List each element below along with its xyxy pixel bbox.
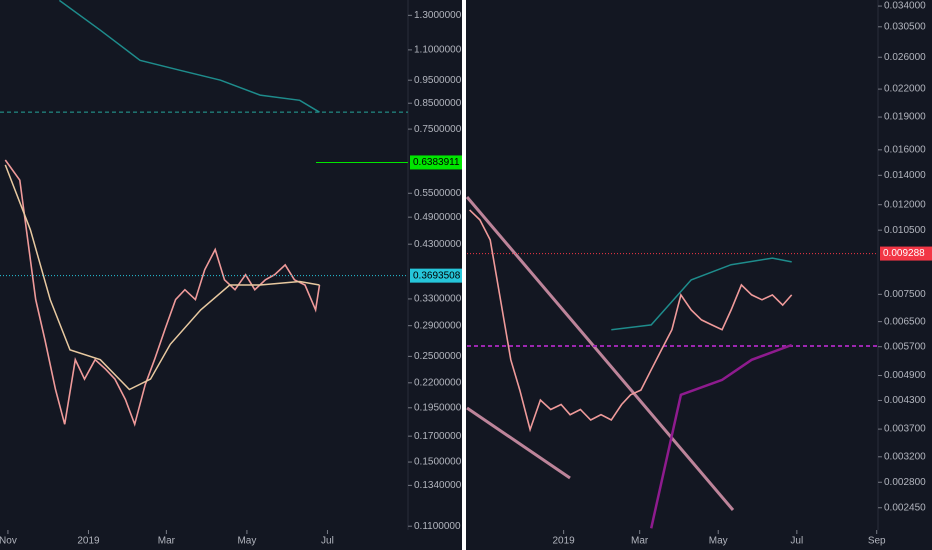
price-line bbox=[469, 209, 793, 433]
y-tick-label: 0.016000 bbox=[884, 144, 926, 155]
y-tick-label: 0.019000 bbox=[884, 112, 926, 123]
x-tick-label: 2019 bbox=[553, 536, 576, 547]
x-tick-label: Mar bbox=[631, 536, 649, 547]
y-tick-label: 0.1340000 bbox=[414, 480, 462, 491]
price-tag bbox=[410, 268, 462, 283]
price-line bbox=[649, 343, 793, 529]
y-tick-label: 0.2900000 bbox=[414, 320, 462, 331]
y-tick-label: 0.1500000 bbox=[414, 457, 462, 468]
y-tick-label: 0.012000 bbox=[884, 199, 926, 210]
x-tick-label: Nov bbox=[0, 536, 17, 547]
y-tick-label: 1.3000000 bbox=[414, 10, 462, 21]
y-tick-label: 0.4900000 bbox=[414, 212, 462, 223]
trend-line bbox=[465, 196, 735, 511]
y-tick-label: 0.002450 bbox=[884, 502, 926, 513]
y-tick-label: 0.026000 bbox=[884, 52, 926, 63]
price-tag bbox=[880, 246, 932, 261]
y-tick-label: 0.1700000 bbox=[414, 431, 462, 442]
y-tick-label: 0.006500 bbox=[884, 316, 926, 327]
x-tick-label: Sep bbox=[868, 536, 886, 547]
price-tag-label: 0.009288 bbox=[883, 248, 925, 259]
price-line bbox=[58, 0, 320, 113]
y-tick-label: 0.2500000 bbox=[414, 351, 462, 362]
y-tick-label: 0.007500 bbox=[884, 289, 926, 300]
price-tag-label: 0.3693508 bbox=[413, 270, 461, 281]
x-tick-label: Jul bbox=[790, 536, 803, 547]
y-tick-label: 0.003700 bbox=[884, 424, 926, 435]
y-tick-label: 0.5500000 bbox=[414, 188, 462, 199]
y-tick-label: 0.4300000 bbox=[414, 239, 462, 250]
trend-line bbox=[466, 406, 571, 480]
price-line bbox=[611, 257, 792, 331]
y-tick-label: 0.014000 bbox=[884, 170, 926, 181]
y-tick-label: 0.1100000 bbox=[414, 521, 461, 532]
y-tick-label: 0.003200 bbox=[884, 451, 926, 462]
y-tick-label: 0.030500 bbox=[884, 21, 926, 32]
y-tick-label: 0.034000 bbox=[884, 1, 926, 12]
x-tick-label: 2019 bbox=[77, 536, 100, 547]
price-tag-label: 0.6383911 bbox=[413, 157, 460, 168]
x-tick-label: May bbox=[709, 536, 728, 547]
y-tick-label: 0.9500000 bbox=[414, 75, 462, 86]
y-tick-label: 0.004300 bbox=[884, 395, 926, 406]
price-line bbox=[4, 164, 320, 391]
x-tick-label: May bbox=[237, 536, 256, 547]
x-tick-label: Mar bbox=[158, 536, 176, 547]
y-tick-label: 0.3300000 bbox=[414, 294, 462, 305]
y-tick-label: 0.7500000 bbox=[414, 124, 462, 135]
y-tick-label: 1.1000000 bbox=[414, 45, 462, 56]
panel-separator bbox=[462, 0, 466, 550]
y-tick-label: 0.005700 bbox=[884, 341, 926, 352]
y-tick-label: 0.2200000 bbox=[414, 377, 462, 388]
y-tick-label: 0.004900 bbox=[884, 370, 926, 381]
y-tick-label: 0.022000 bbox=[884, 84, 926, 95]
y-tick-label: 0.8500000 bbox=[414, 98, 462, 109]
x-tick-label: Jul bbox=[321, 536, 334, 547]
price-tag bbox=[410, 155, 462, 170]
y-tick-label: 0.010500 bbox=[884, 225, 926, 236]
y-tick-label: 0.1950000 bbox=[414, 402, 462, 413]
y-tick-label: 0.002800 bbox=[884, 477, 926, 488]
